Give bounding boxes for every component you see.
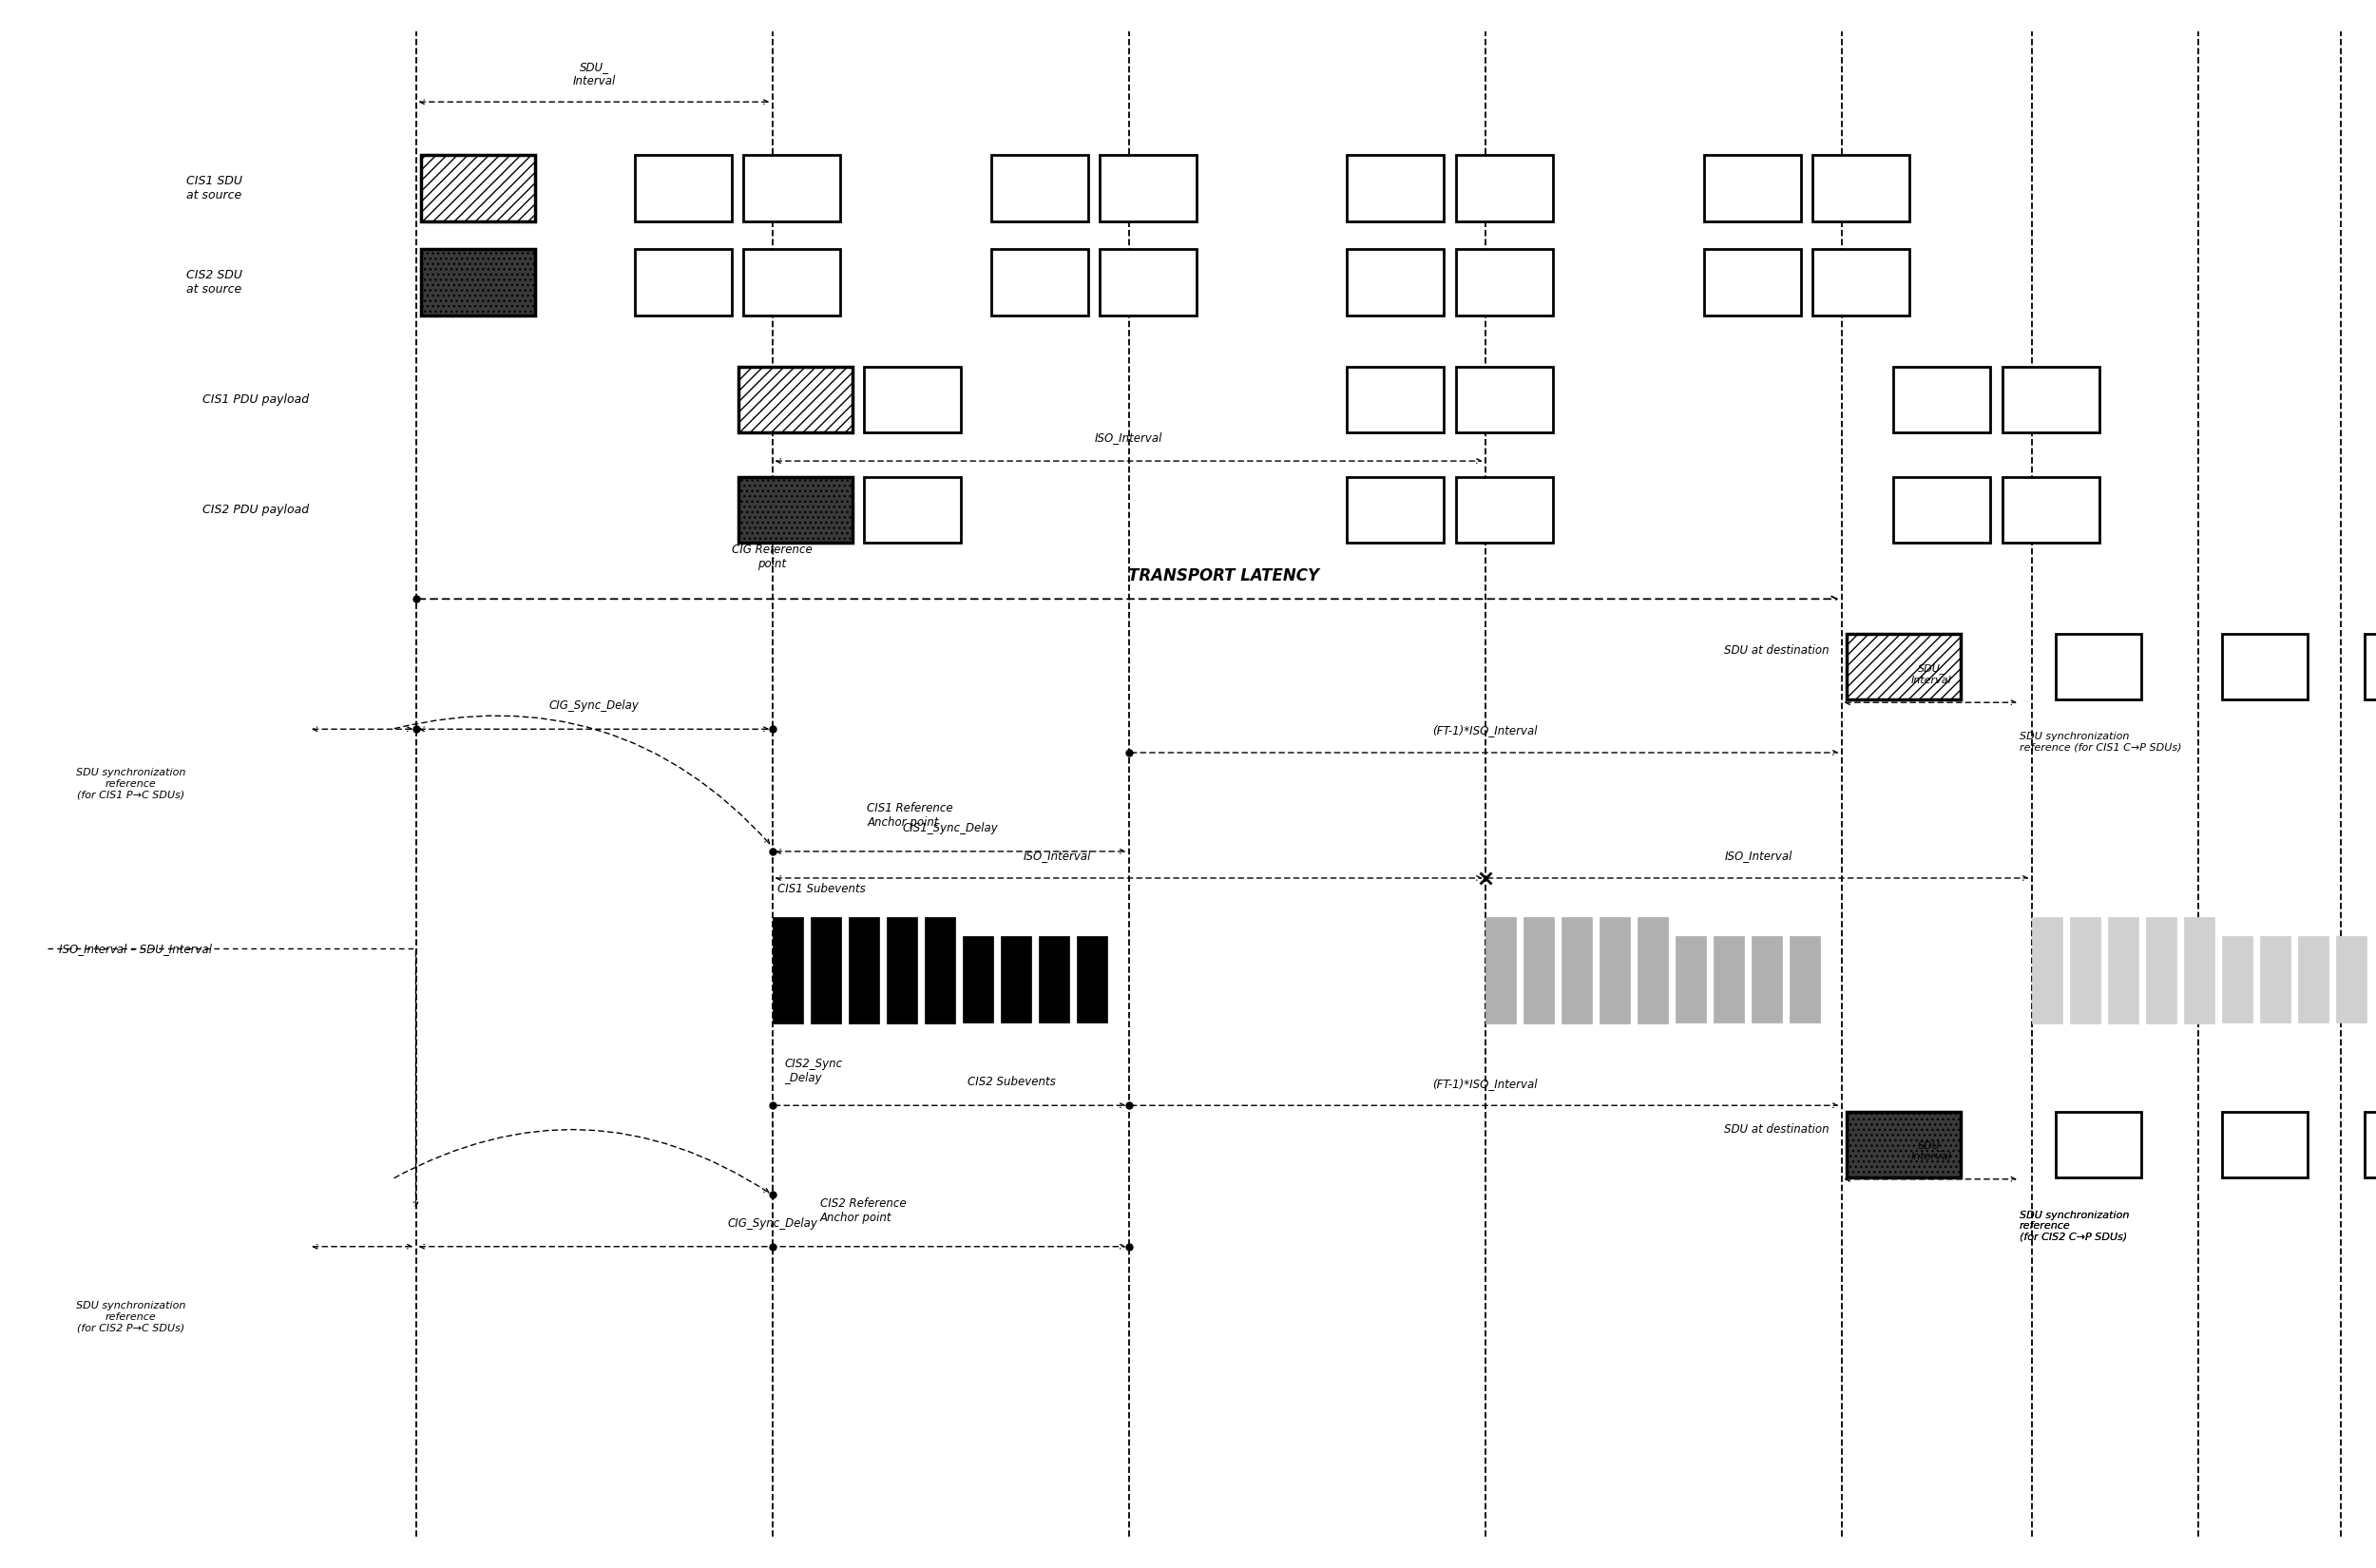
Bar	[739, 477, 853, 543]
Bar	[634, 249, 732, 315]
Bar	[634, 155, 732, 221]
Bar	[1523, 917, 1554, 1024]
Bar	[772, 917, 803, 1024]
Text: ISO_Interval: ISO_Interval	[1024, 850, 1091, 862]
Bar	[810, 917, 841, 1024]
Bar	[1456, 477, 1554, 543]
Bar	[2364, 1112, 2376, 1178]
Text: ISO_Interval: ISO_Interval	[1725, 850, 1792, 862]
Bar	[2364, 633, 2376, 699]
Bar	[1846, 1112, 1960, 1178]
Text: SDU synchronization
reference
(for CIS1 P→C SDUs): SDU synchronization reference (for CIS1 …	[76, 768, 185, 800]
Bar	[1456, 367, 1554, 433]
Bar	[421, 155, 535, 221]
Text: CIS2 SDU
at source: CIS2 SDU at source	[185, 270, 242, 295]
Bar	[1813, 249, 1910, 315]
Bar	[1347, 155, 1445, 221]
Bar	[2003, 477, 2100, 543]
Bar	[2336, 936, 2366, 1022]
Bar	[1704, 155, 1801, 221]
Bar	[1894, 367, 1991, 433]
Bar	[1347, 477, 1445, 543]
Bar	[862, 477, 960, 543]
Bar	[1347, 249, 1445, 315]
Text: SDU_
Interval: SDU_ Interval	[1910, 1140, 1953, 1162]
Bar	[1000, 936, 1031, 1022]
Bar	[2069, 917, 2100, 1024]
Bar	[1076, 936, 1107, 1022]
Text: CIS1 Subevents: CIS1 Subevents	[777, 883, 865, 895]
Bar	[2222, 633, 2307, 699]
Bar	[2298, 936, 2328, 1022]
Bar	[1100, 249, 1198, 315]
Text: CIS2 Subevents: CIS2 Subevents	[967, 1076, 1055, 1088]
Text: SDU synchronization
reference
(for CIS2 C→P SDUs): SDU synchronization reference (for CIS2 …	[2020, 1210, 2129, 1242]
Bar	[1637, 917, 1668, 1024]
Text: CIS2 Reference
Anchor point: CIS2 Reference Anchor point	[820, 1198, 905, 1223]
Text: SDU synchronization
reference
(for CIS2 C→P SDUs): SDU synchronization reference (for CIS2 …	[2020, 1210, 2129, 1242]
Text: (FT-1)*ISO_Interval: (FT-1)*ISO_Interval	[1433, 724, 1537, 737]
Text: ISO_Interval – SDU_Interval: ISO_Interval – SDU_Interval	[59, 942, 211, 955]
Text: SDU at destination: SDU at destination	[1725, 644, 1830, 657]
Bar	[1038, 936, 1069, 1022]
Bar	[2031, 917, 2062, 1024]
Bar	[2055, 1112, 2141, 1178]
Bar	[1599, 917, 1630, 1024]
Bar	[1894, 477, 1991, 543]
Bar	[962, 936, 993, 1022]
Bar	[886, 917, 917, 1024]
Text: CIS1 PDU payload: CIS1 PDU payload	[202, 394, 309, 406]
Bar	[924, 917, 955, 1024]
Bar	[1789, 936, 1820, 1022]
Text: CIS1_Sync_Delay: CIS1_Sync_Delay	[903, 822, 998, 834]
Bar	[2184, 917, 2214, 1024]
Text: CIS1 SDU
at source: CIS1 SDU at source	[185, 176, 242, 201]
Text: TRANSPORT LATENCY: TRANSPORT LATENCY	[1129, 568, 1319, 583]
Bar	[2260, 936, 2290, 1022]
Text: SDU_
Interval: SDU_ Interval	[573, 61, 615, 86]
Bar	[1456, 249, 1554, 315]
Bar	[1561, 917, 1592, 1024]
Bar	[739, 367, 853, 433]
Text: (FT-1)*ISO_Interval: (FT-1)*ISO_Interval	[1433, 1077, 1537, 1090]
Bar	[1846, 633, 1960, 699]
Bar	[862, 367, 960, 433]
Bar	[2108, 917, 2138, 1024]
Bar	[991, 249, 1088, 315]
Bar	[1347, 367, 1445, 433]
Text: CIG_Sync_Delay: CIG_Sync_Delay	[727, 1217, 817, 1229]
Text: SDU_
Interval: SDU_ Interval	[1910, 663, 1953, 685]
Text: SDU synchronization
reference (for CIS1 C→P SDUs): SDU synchronization reference (for CIS1 …	[2020, 731, 2181, 753]
Bar	[2222, 936, 2252, 1022]
Text: CIS1 Reference
Anchor point: CIS1 Reference Anchor point	[867, 803, 953, 828]
Text: ISO_Interval: ISO_Interval	[1095, 431, 1162, 444]
Bar	[991, 155, 1088, 221]
Bar	[848, 917, 879, 1024]
Bar	[744, 249, 841, 315]
Bar	[1751, 936, 1782, 1022]
Bar	[2055, 633, 2141, 699]
Text: CIS2 PDU payload: CIS2 PDU payload	[202, 503, 309, 516]
Bar	[1704, 249, 1801, 315]
Bar	[1713, 936, 1744, 1022]
Bar	[1813, 155, 1910, 221]
Text: SDU synchronization
reference
(for CIS2 P→C SDUs): SDU synchronization reference (for CIS2 …	[76, 1301, 185, 1333]
Bar	[2146, 917, 2176, 1024]
Bar	[744, 155, 841, 221]
Bar	[1456, 155, 1554, 221]
Bar	[1485, 917, 1516, 1024]
Text: CIG_Sync_Delay: CIG_Sync_Delay	[549, 699, 639, 712]
Bar	[2003, 367, 2100, 433]
Bar	[1100, 155, 1198, 221]
Text: CIS2_Sync
_Delay: CIS2_Sync _Delay	[784, 1058, 841, 1083]
Text: SDU at destination: SDU at destination	[1725, 1123, 1830, 1135]
Bar	[1675, 936, 1706, 1022]
Bar	[421, 249, 535, 315]
Bar	[2222, 1112, 2307, 1178]
Text: CIG Reference
point: CIG Reference point	[732, 544, 813, 569]
